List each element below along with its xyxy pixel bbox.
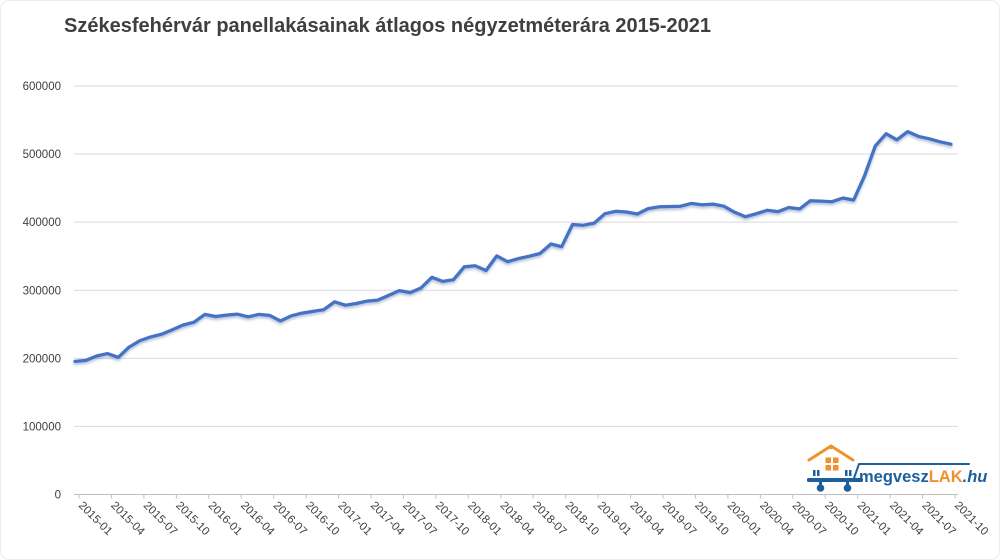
y-tick-label: 600000 bbox=[23, 81, 61, 93]
x-tick-label: 2020-10 bbox=[822, 500, 860, 538]
x-tick-label: 2016-07 bbox=[271, 500, 309, 538]
y-tick-label: 500000 bbox=[23, 149, 61, 161]
x-tick-label: 2019-07 bbox=[660, 500, 698, 538]
x-tick-label: 2018-04 bbox=[498, 500, 537, 539]
x-tick-label: 2015-07 bbox=[141, 500, 179, 538]
watermark-brand-text: megveszLAK.hu bbox=[859, 467, 987, 487]
x-tick-label: 2016-01 bbox=[206, 500, 244, 538]
x-tick-label: 2018-07 bbox=[530, 500, 568, 538]
x-tick-label: 2016-10 bbox=[303, 500, 341, 538]
y-tick-label: 200000 bbox=[23, 353, 61, 365]
x-tick-label: 2018-01 bbox=[465, 500, 503, 538]
x-tick-label: 2015-10 bbox=[173, 500, 211, 538]
x-tick-label: 2019-04 bbox=[627, 500, 666, 539]
brand-part-hu: .hu bbox=[962, 468, 988, 486]
x-tick-label: 2018-10 bbox=[563, 500, 601, 538]
series-line-price bbox=[73, 129, 953, 364]
y-axis-labels: 0 100000 200000 300000 400000 500000 600000 bbox=[23, 81, 61, 502]
x-tick-label: 2020-04 bbox=[757, 500, 796, 539]
x-tick-label: 2017-10 bbox=[433, 500, 471, 538]
x-axis-ticks bbox=[78, 495, 956, 499]
brand-part-megvesz: megvesz bbox=[859, 468, 929, 486]
x-tick-label: 2019-10 bbox=[692, 500, 730, 538]
x-tick-label: 2015-04 bbox=[108, 500, 147, 539]
x-tick-label: 2021-10 bbox=[952, 500, 990, 538]
x-tick-label: 2017-07 bbox=[400, 500, 438, 538]
house-cart-icon bbox=[807, 444, 970, 492]
x-tick-label: 2017-01 bbox=[335, 500, 373, 538]
x-axis-labels: 2015-012015-042015-072015-102016-012016-… bbox=[76, 500, 990, 539]
x-tick-label: 2021-01 bbox=[855, 500, 893, 538]
y-tick-label: 0 bbox=[55, 490, 61, 502]
y-tick-label: 300000 bbox=[23, 285, 61, 297]
watermark-logo: megveszLAK.hu bbox=[806, 441, 987, 497]
chart-title: Székesfehérvár panellakásainak átlagos n… bbox=[64, 15, 712, 37]
x-tick-label: 2016-04 bbox=[238, 500, 277, 539]
brand-part-lak: LAK bbox=[928, 468, 963, 486]
y-tick-label: 100000 bbox=[23, 421, 61, 433]
x-tick-label: 2015-01 bbox=[76, 500, 114, 538]
x-tick-label: 2019-01 bbox=[595, 500, 633, 538]
x-tick-label: 2020-07 bbox=[790, 500, 828, 538]
x-tick-label: 2021-07 bbox=[919, 500, 957, 538]
x-tick-label: 2020-01 bbox=[725, 500, 763, 538]
gridlines bbox=[74, 85, 958, 495]
x-tick-label: 2021-04 bbox=[887, 500, 926, 539]
y-tick-label: 400000 bbox=[23, 217, 61, 229]
x-tick-label: 2017-04 bbox=[368, 500, 407, 539]
